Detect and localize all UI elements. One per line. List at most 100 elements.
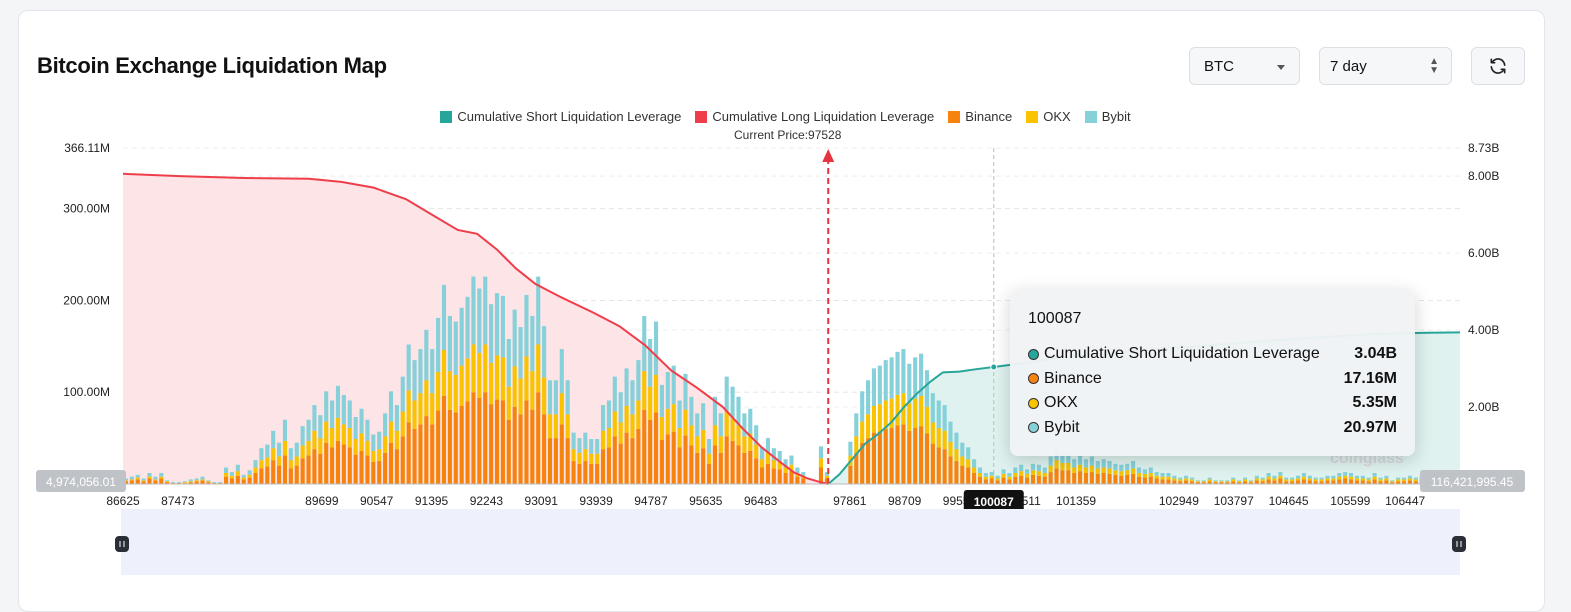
bar-bybit <box>1148 467 1153 473</box>
bar-bybit <box>866 380 871 415</box>
bar-bybit <box>265 444 270 458</box>
bar-okx <box>400 411 405 437</box>
x-tick-label: 89699 <box>305 494 339 508</box>
bar-bybit <box>1372 472 1377 477</box>
bar-binance <box>1348 479 1354 484</box>
tooltip-label: Bybit <box>1044 418 1080 436</box>
bar-okx <box>1354 478 1359 481</box>
bar-okx <box>483 344 488 393</box>
bar-bybit <box>1266 472 1271 477</box>
bar-bybit <box>1254 475 1259 479</box>
bar-bybit <box>459 307 464 366</box>
bar-bybit <box>324 391 329 422</box>
coin-select[interactable]: BTC <box>1189 47 1300 85</box>
bar-okx <box>783 467 788 473</box>
bar-okx <box>977 472 983 477</box>
bar-binance <box>718 452 723 484</box>
bar-bybit <box>377 431 382 450</box>
bar-binance <box>942 449 947 484</box>
bar-bybit <box>871 368 877 406</box>
chart-tooltip: 100087 Cumulative Short Liquidation Leve… <box>1010 290 1415 456</box>
refresh-button[interactable] <box>1471 47 1525 85</box>
bar-binance <box>1248 482 1253 484</box>
bar-binance <box>353 454 358 484</box>
bar-binance <box>1160 479 1165 484</box>
bar-okx <box>1254 478 1259 481</box>
hover-point <box>990 363 998 371</box>
bar-binance <box>506 419 511 484</box>
legend-item-binance[interactable]: Binance <box>948 109 1012 124</box>
bar-bybit <box>518 327 523 379</box>
bar-okx <box>1237 481 1242 483</box>
bar-okx <box>960 456 965 466</box>
bar-binance <box>277 465 282 484</box>
bar-okx <box>989 475 994 479</box>
bar-bybit <box>1319 477 1324 480</box>
legend-item-short[interactable]: Cumulative Short Liquidation Leverage <box>440 109 681 124</box>
bar-okx <box>1201 481 1206 483</box>
x-edge-left-label: 4,974,056.01 <box>46 475 116 489</box>
bar-binance <box>147 478 152 484</box>
period-select[interactable]: 7 day ▲ ▼ <box>1319 47 1452 85</box>
tooltip-value: 3.04B <box>1354 345 1397 363</box>
bar-okx <box>1272 478 1277 481</box>
bar-binance <box>995 480 1000 484</box>
y-left-tick-label: 366.11M <box>64 141 110 155</box>
bar-okx <box>553 414 558 439</box>
bar-binance <box>1036 475 1041 484</box>
bar-binance <box>388 442 394 484</box>
bar-okx <box>341 424 346 445</box>
bar-okx <box>224 472 229 477</box>
bar-bybit <box>1237 480 1242 482</box>
bar-bybit <box>1172 475 1177 479</box>
x-edge-right-label: 116,421,995.45 <box>1431 475 1514 489</box>
tooltip-row: Bybit 20.97M <box>1028 416 1397 441</box>
bar-bybit <box>1019 464 1024 472</box>
bar-bybit <box>936 400 941 429</box>
bar-binance <box>1042 476 1047 484</box>
bar-okx <box>459 365 464 406</box>
bar-bybit <box>1207 477 1212 480</box>
bar-okx <box>406 390 411 423</box>
bar-okx <box>241 477 246 480</box>
range-slider-handle[interactable] <box>1452 536 1466 552</box>
bar-bybit <box>889 357 894 399</box>
range-slider-handle[interactable] <box>115 536 129 552</box>
bar-okx <box>506 386 511 420</box>
bar-binance <box>919 426 924 484</box>
bar-bybit <box>477 288 482 353</box>
bar-bybit <box>1290 477 1295 480</box>
y-right-tick-label: 2.00B <box>1468 400 1499 414</box>
bar-okx <box>500 357 505 401</box>
up-down-chevron-icon: ▲ ▼ <box>1429 56 1439 76</box>
bar-okx <box>477 352 482 398</box>
bar-okx <box>930 422 935 444</box>
tooltip-value: 17.16M <box>1343 369 1397 387</box>
bar-okx <box>1148 472 1153 477</box>
legend-item-okx[interactable]: OKX <box>1026 109 1071 124</box>
bar-binance <box>1401 481 1407 484</box>
bar-bybit <box>724 376 729 412</box>
bar-okx <box>394 430 399 450</box>
bar-bybit <box>789 455 794 465</box>
x-edge-right-box <box>1420 470 1525 492</box>
bar-okx <box>1343 475 1348 479</box>
bar-binance <box>1360 480 1365 484</box>
bar-binance <box>1107 473 1112 484</box>
bar-bybit <box>400 376 405 412</box>
bar-binance <box>571 461 576 484</box>
bar-bybit <box>565 380 570 415</box>
bar-okx <box>165 481 170 483</box>
legend-item-long[interactable]: Cumulative Long Liquidation Leverage <box>695 109 934 124</box>
bar-bybit <box>224 467 229 473</box>
legend-item-bybit[interactable]: Bybit <box>1084 109 1131 124</box>
tooltip-label: Binance <box>1044 369 1102 387</box>
legend-swatch <box>948 110 961 123</box>
bar-okx <box>718 436 723 453</box>
bar-okx <box>624 405 629 433</box>
bar-bybit <box>436 317 441 373</box>
bar-bybit <box>1089 456 1094 466</box>
bar-bybit <box>282 419 288 441</box>
bar-bybit <box>547 380 553 415</box>
bar-bybit <box>159 472 164 477</box>
